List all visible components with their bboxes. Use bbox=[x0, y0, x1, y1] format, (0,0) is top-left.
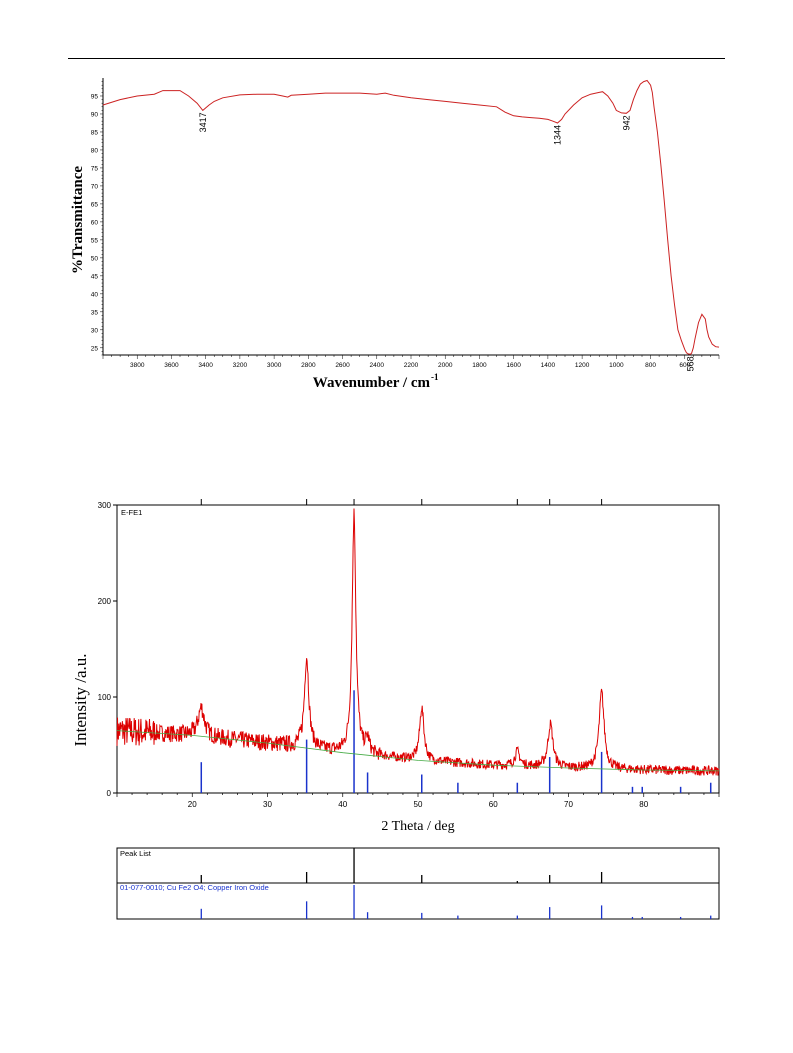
xrd-x-ticks: 20 30 40 50 60 70 80 bbox=[116, 793, 720, 809]
ir-x-tick-label: 2200 bbox=[404, 362, 419, 369]
ir-y-tick-label: 40 bbox=[91, 291, 99, 298]
ir-y-tick-label: 30 bbox=[91, 327, 99, 334]
xrd-reference-lines bbox=[200, 690, 712, 793]
xrd-y-ticks: 0 100 200 300 bbox=[98, 501, 117, 798]
xrd-x-tick-label: 20 bbox=[188, 800, 197, 809]
ir-x-tick-label: 1600 bbox=[506, 362, 521, 369]
reference-title: 01-077-0010; Cu Fe2 O4; Copper Iron Oxid… bbox=[120, 883, 269, 892]
ir-x-axis-label-superscript: -1 bbox=[431, 372, 439, 382]
xrd-x-tick-label: 60 bbox=[489, 800, 498, 809]
xrd-sample-title: E-FE1 bbox=[121, 508, 142, 517]
xrd-x-tick-label: 40 bbox=[338, 800, 347, 809]
ir-x-tick-label: 3800 bbox=[130, 362, 145, 369]
ir-y-tick-label: 50 bbox=[91, 255, 99, 262]
xrd-y-tick-label: 300 bbox=[98, 501, 112, 510]
peak-list-panel bbox=[116, 847, 720, 884]
ir-y-tick-label: 55 bbox=[91, 237, 99, 244]
ir-x-tick-label: 3000 bbox=[267, 362, 282, 369]
ir-x-tick-label: 600 bbox=[679, 362, 690, 369]
ir-x-tick-label: 2800 bbox=[301, 362, 316, 369]
ir-x-tick-label: 2600 bbox=[335, 362, 350, 369]
ir-x-tick-label: 1200 bbox=[575, 362, 590, 369]
ir-series-line bbox=[102, 79, 720, 355]
xrd-top-ticks bbox=[200, 499, 603, 505]
ir-x-axis-label: Wavenumber / cm bbox=[313, 375, 431, 391]
xrd-plot-frame bbox=[116, 504, 720, 794]
ir-y-axis-label: %Transmittance bbox=[70, 166, 86, 274]
ir-x-tick-label: 1400 bbox=[541, 362, 556, 369]
ir-y-tick-label: 25 bbox=[91, 345, 99, 352]
ir-y-tick-label: 70 bbox=[91, 183, 99, 190]
ir-y-tick-label: 65 bbox=[91, 201, 99, 208]
xrd-x-tick-label: 70 bbox=[564, 800, 573, 809]
ir-x-tick-label: 2400 bbox=[370, 362, 385, 369]
ir-x-tick-label: 1000 bbox=[609, 362, 624, 369]
reference-panel bbox=[116, 882, 720, 920]
ir-y-tick-label: 85 bbox=[91, 129, 99, 136]
ir-peak-label: 942 bbox=[621, 115, 631, 130]
ir-peak-label: 1344 bbox=[553, 125, 563, 145]
xrd-x-tick-label: 80 bbox=[639, 800, 648, 809]
xrd-background-line bbox=[116, 730, 720, 772]
ir-x-tick-label: 2000 bbox=[438, 362, 453, 369]
page-header-rule bbox=[68, 58, 725, 59]
ir-peak-label: 568 bbox=[685, 356, 695, 371]
ir-x-tick-label: 3600 bbox=[164, 362, 179, 369]
xrd-x-tick-label: 30 bbox=[263, 800, 272, 809]
xrd-y-axis-label: Intensity /a.u. bbox=[71, 653, 90, 746]
ir-y-ticks: 25 30 35 40 45 50 55 60 65 70 75 80 85 90 95 bbox=[91, 81, 103, 356]
xrd-y-tick-label: 100 bbox=[98, 693, 112, 702]
ir-x-tick-label: 3400 bbox=[198, 362, 213, 369]
ir-y-tick-label: 35 bbox=[91, 309, 99, 316]
ir-x-tick-label: 1800 bbox=[472, 362, 487, 369]
ir-y-tick-label: 45 bbox=[91, 273, 99, 280]
ir-y-tick-label: 95 bbox=[91, 93, 99, 100]
reference-panel-ticks bbox=[200, 885, 712, 919]
ir-x-ticks: 3800 3600 3400 3200 3000 2800 2600 2400 2200 2000… bbox=[102, 355, 720, 369]
ir-peak-label: 3417 bbox=[198, 112, 208, 132]
ir-x-tick-label: 3200 bbox=[233, 362, 248, 369]
xrd-x-tick-label: 50 bbox=[414, 800, 423, 809]
ir-y-tick-label: 60 bbox=[91, 219, 99, 226]
ir-x-tick-label: 800 bbox=[645, 362, 656, 369]
xrd-x-axis-label: 2 Theta / deg bbox=[381, 819, 454, 834]
peak-list-ticks bbox=[200, 848, 603, 883]
peak-list-title: Peak List bbox=[120, 849, 152, 858]
ir-x-axis-label-main: Wavenumber / cm bbox=[313, 375, 431, 391]
ir-peak-labels: 3417 1344 942 568 bbox=[198, 112, 695, 371]
xrd-y-tick-label: 0 bbox=[107, 789, 112, 798]
xrd-y-tick-label: 200 bbox=[98, 597, 112, 606]
ir-y-tick-label: 80 bbox=[91, 147, 99, 154]
ir-y-tick-label: 90 bbox=[91, 111, 99, 118]
xrd-intensity-line bbox=[116, 508, 720, 776]
ir-y-tick-label: 75 bbox=[91, 165, 99, 172]
